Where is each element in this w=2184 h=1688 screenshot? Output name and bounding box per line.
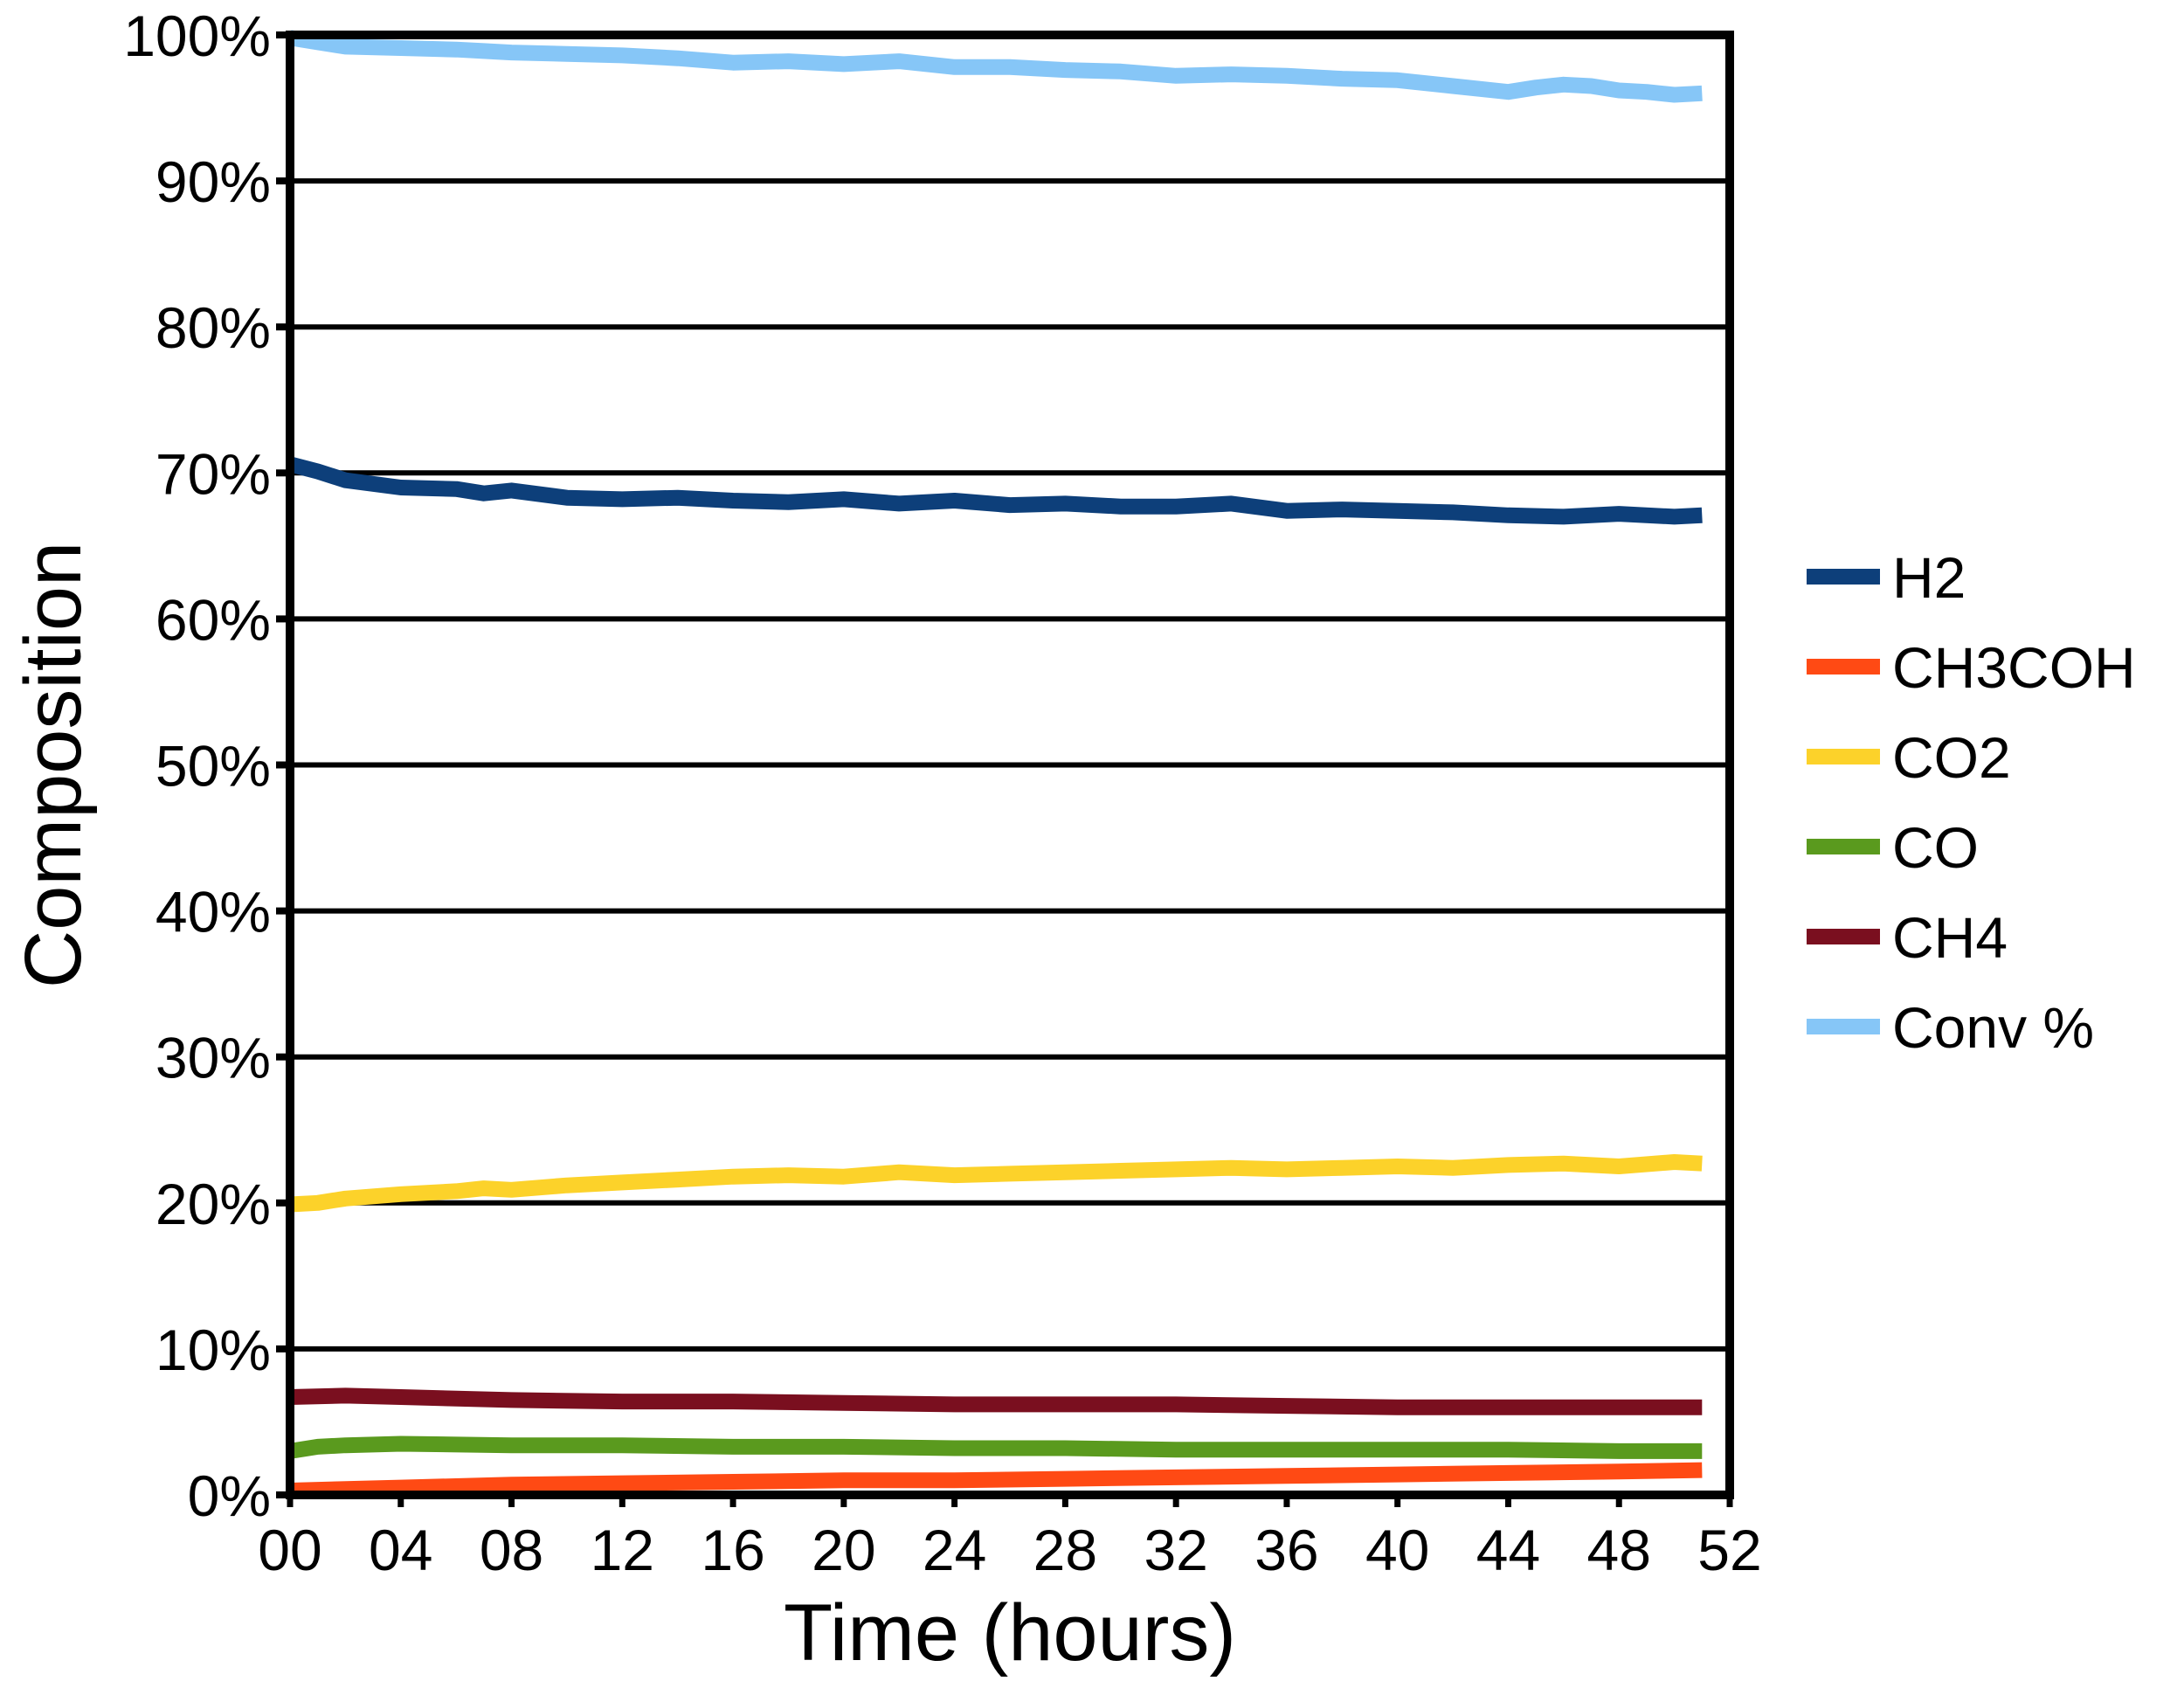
y-tick-label: 80%: [156, 295, 271, 360]
y-tick-label: 90%: [156, 149, 271, 214]
legend-label: CO2: [1892, 725, 2011, 790]
y-tick-label: 10%: [156, 1318, 271, 1382]
x-tick-label: 36: [1254, 1518, 1318, 1582]
series-line-co: [288, 1435, 1703, 1459]
legend-label: CH4: [1892, 905, 2008, 970]
y-tick-label: 40%: [156, 880, 271, 944]
x-tick-label: 48: [1587, 1518, 1651, 1582]
series-line-co2: [289, 1154, 1703, 1213]
x-tick-label: 40: [1365, 1518, 1429, 1582]
x-axis-ticks: 00 04 08 12 16 20 24 28 32 36 40 44 48 52: [258, 1495, 1762, 1582]
x-tick-label: 16: [701, 1518, 764, 1582]
x-tick-label: 04: [369, 1518, 432, 1582]
legend-label: CO: [1892, 815, 1979, 880]
x-tick-label: 32: [1144, 1518, 1207, 1582]
series-line-conv: [288, 30, 1703, 103]
x-axis-label: Time (hours): [784, 1588, 1236, 1678]
y-tick-label: 20%: [156, 1172, 271, 1236]
legend: H2 CH3COH CO2 CO CH4 Conv %: [1807, 545, 2136, 1060]
series-line-ch4: [289, 1387, 1703, 1415]
legend-label: H2: [1892, 545, 1966, 610]
y-tick-label: 100%: [123, 3, 271, 68]
y-axis-label: Composition: [9, 542, 98, 988]
x-tick-label: 28: [1033, 1518, 1097, 1582]
series-line-h2: [287, 456, 1703, 525]
x-tick-label: 20: [812, 1518, 875, 1582]
y-tick-label: 0%: [188, 1463, 271, 1528]
x-tick-label: 12: [591, 1518, 654, 1582]
y-tick-label: 30%: [156, 1026, 271, 1090]
x-tick-label: 44: [1476, 1518, 1540, 1582]
y-tick-label: 60%: [156, 587, 271, 652]
x-tick-label: 00: [258, 1518, 321, 1582]
legend-label: Conv %: [1892, 995, 2094, 1060]
y-axis-ticks: 0% 10% 20% 30% 40% 50% 60% 70% 80% 90% 100%: [123, 3, 290, 1528]
series-lines: [287, 30, 1703, 1498]
x-tick-label: 08: [480, 1518, 543, 1582]
y-tick-label: 70%: [156, 441, 271, 506]
x-tick-label: 24: [923, 1518, 986, 1582]
y-tick-label: 50%: [156, 734, 271, 799]
series-line-ch3coh: [289, 1462, 1703, 1498]
legend-label: CH3COH: [1892, 635, 2136, 700]
x-tick-label: 52: [1697, 1518, 1761, 1582]
gridlines: [290, 178, 1730, 1352]
